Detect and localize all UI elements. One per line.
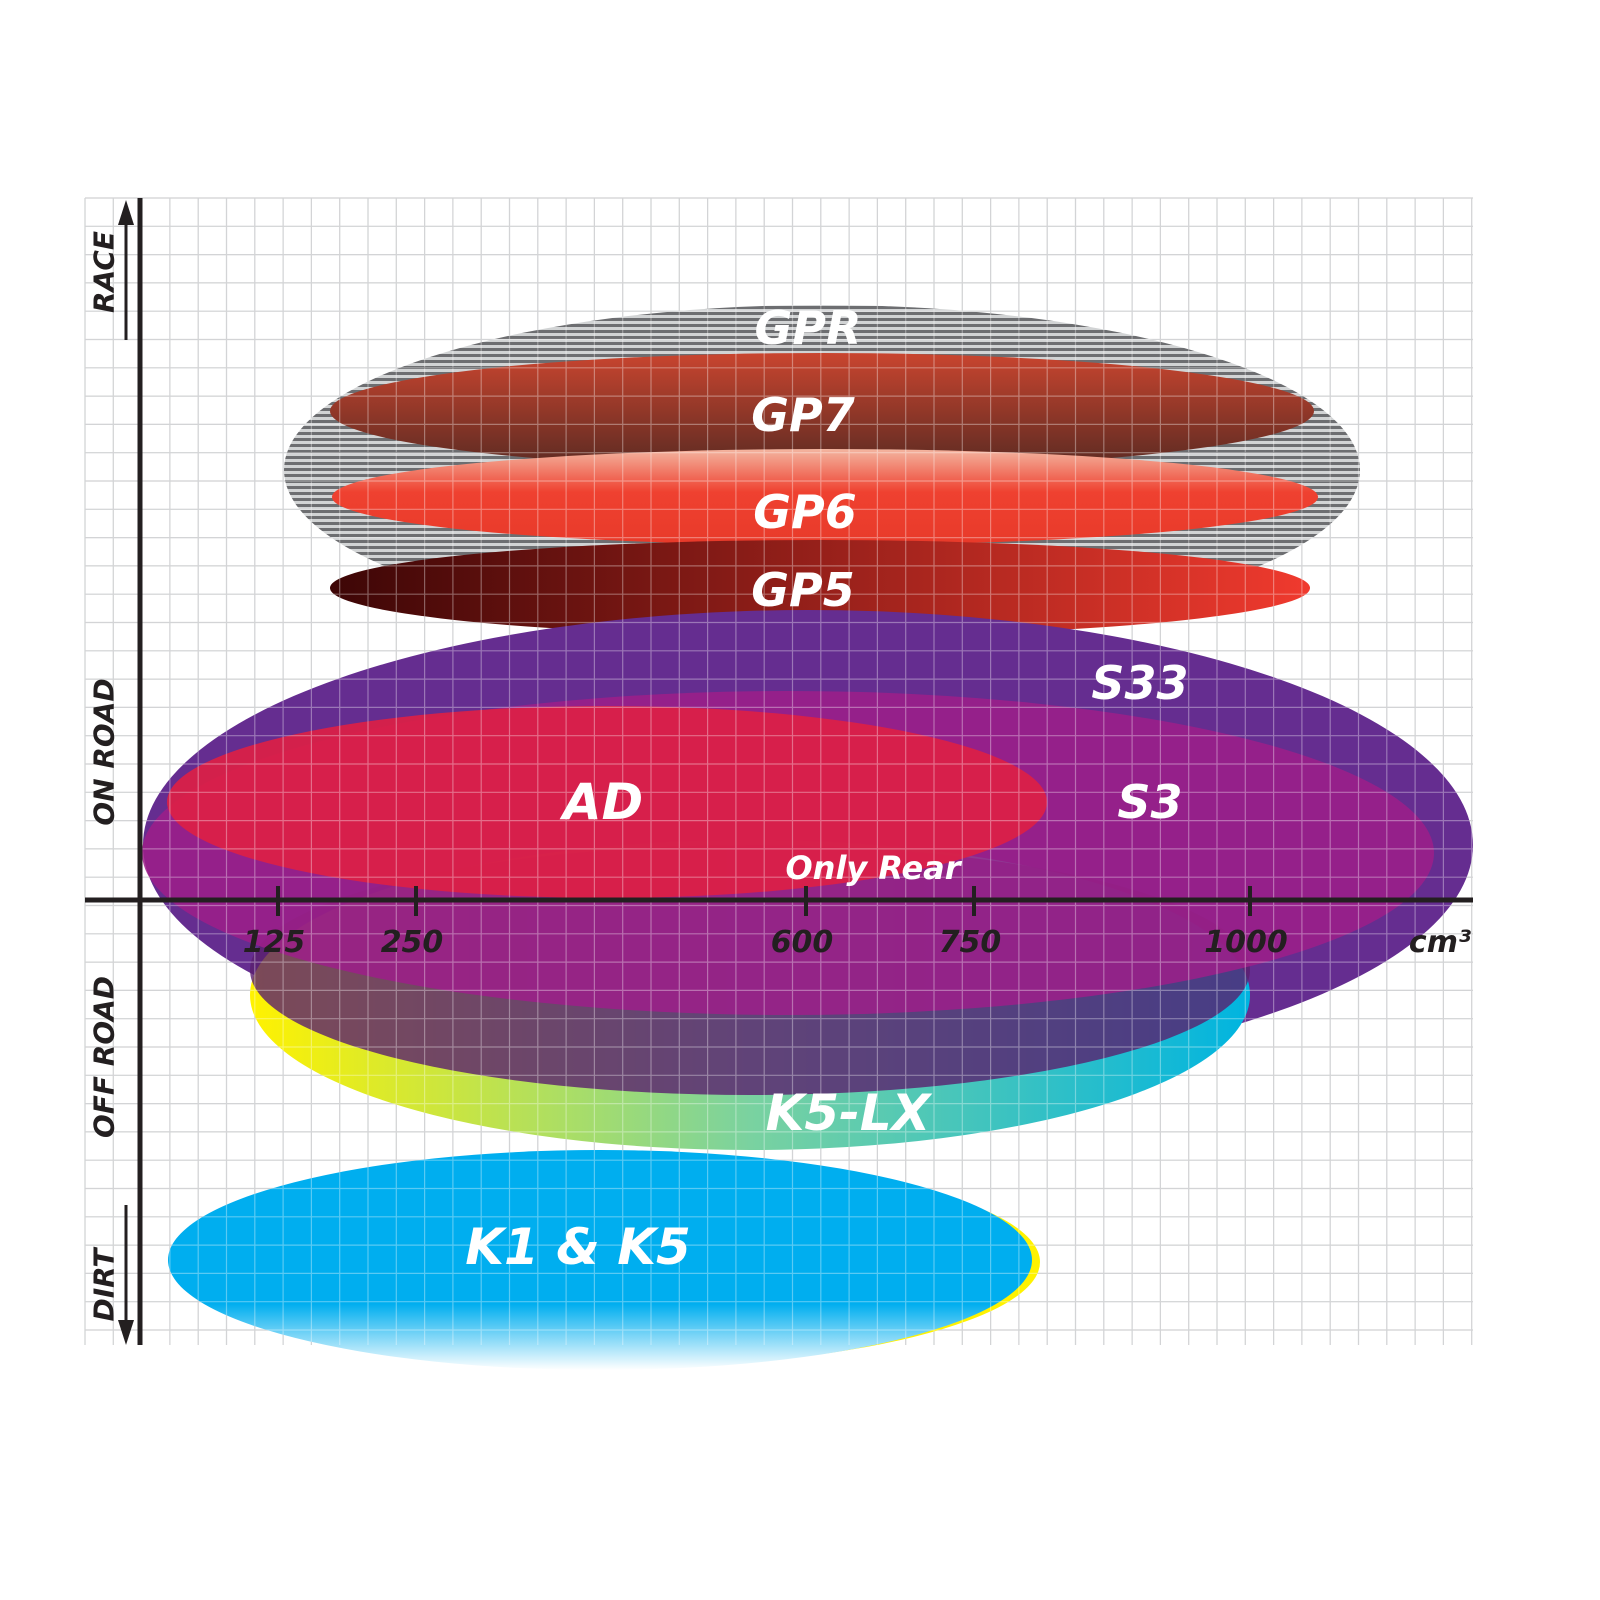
x-tick-label: 125 xyxy=(243,925,306,960)
label-k5-lx: K5-LX xyxy=(766,1084,933,1142)
grid-overlay xyxy=(84,197,1473,1345)
y-label-on-road: ON ROAD xyxy=(88,678,121,825)
label-gpr: GPR xyxy=(755,301,862,355)
label-only-rear: Only Rear xyxy=(785,849,962,887)
label-gp7: GP7 xyxy=(751,388,854,442)
y-label-dirt: DIRT xyxy=(88,1247,121,1322)
down-arrowhead-icon xyxy=(118,1320,134,1345)
label-s3: S3 xyxy=(1117,775,1182,829)
y-label-race: RACE xyxy=(88,231,121,313)
x-tick-label: 600 xyxy=(771,925,834,960)
label-gp6: GP6 xyxy=(753,485,856,539)
ellipse-gp5 xyxy=(330,540,1310,636)
up-arrowhead-icon xyxy=(118,200,134,225)
x-tick-label: 750 xyxy=(939,925,1002,960)
label-s33: S33 xyxy=(1091,656,1188,710)
ellipse-k1-k5 xyxy=(168,1150,1032,1370)
label-gp5: GP5 xyxy=(751,563,854,617)
label-k1-k5: K1 & K5 xyxy=(465,1218,691,1276)
y-label-off-road: OFF ROAD xyxy=(88,976,121,1138)
label-ad: AD xyxy=(559,773,643,831)
ellipse-gp6 xyxy=(332,449,1318,545)
ellipse-gp7 xyxy=(330,353,1314,469)
x-tick-label: 250 xyxy=(381,925,444,960)
ellipse-ad xyxy=(167,706,1047,898)
x-axis-unit: cm³ xyxy=(1409,925,1471,960)
x-tick-label: 1000 xyxy=(1204,925,1288,960)
